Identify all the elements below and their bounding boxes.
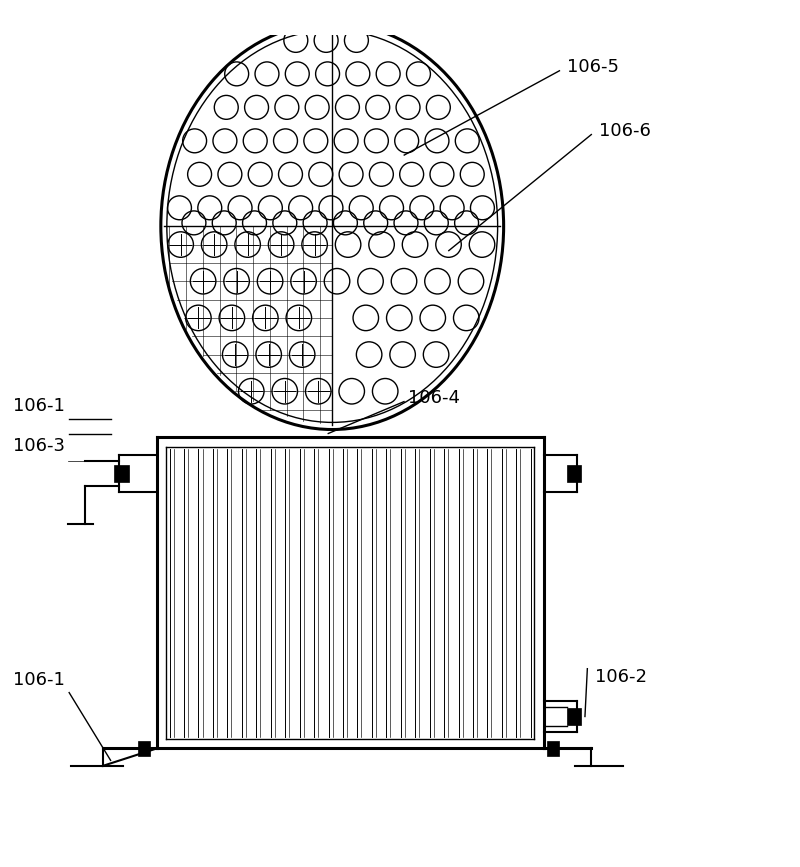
Bar (114, 465, 129, 482)
Text: 106-6: 106-6 (599, 121, 651, 140)
Bar (138, 741, 150, 755)
Text: 106-5: 106-5 (567, 58, 619, 75)
Text: 106-3: 106-3 (14, 437, 66, 454)
Text: 106-2: 106-2 (595, 668, 647, 686)
Bar (567, 707, 582, 726)
Bar (567, 465, 582, 482)
Text: 106-1: 106-1 (14, 397, 66, 415)
Bar (546, 741, 559, 755)
Text: 106-1: 106-1 (14, 670, 66, 688)
Text: 106-4: 106-4 (408, 388, 460, 407)
